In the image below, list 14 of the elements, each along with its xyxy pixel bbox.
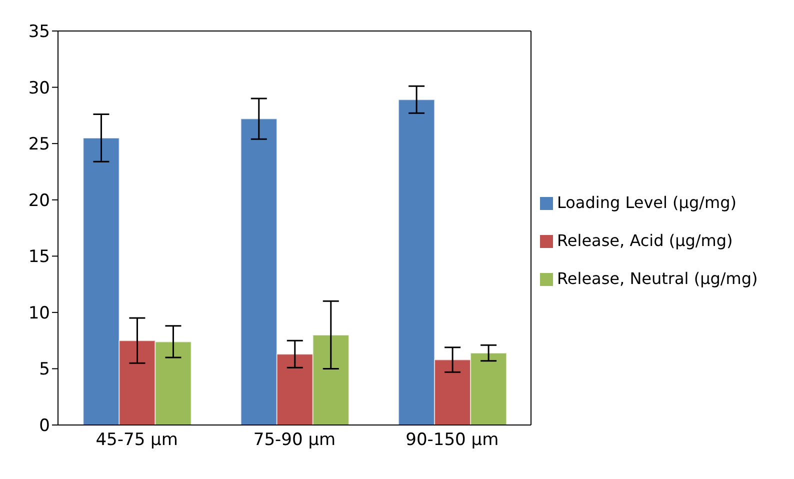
y-tick-label: 35 <box>28 22 50 42</box>
y-tick-label: 5 <box>39 360 50 380</box>
y-tick-label: 30 <box>28 78 50 98</box>
legend-label: Release, Acid (µg/mg) <box>557 230 733 250</box>
y-tick-label: 20 <box>28 190 50 211</box>
legend-label: Release, Neutral (µg/mg) <box>557 268 758 288</box>
x-tick-label: 90-150 µm <box>406 430 499 450</box>
y-tick-label: 10 <box>28 303 50 324</box>
y-tick-label: 25 <box>28 134 50 155</box>
y-tick-label: 0 <box>39 416 50 436</box>
x-tick-label: 45-75 µm <box>96 430 178 450</box>
y-tick-label: 15 <box>28 247 50 268</box>
x-tick-label: 75-90 µm <box>253 430 336 450</box>
legend-label: Loading Level (µg/mg) <box>557 192 736 212</box>
